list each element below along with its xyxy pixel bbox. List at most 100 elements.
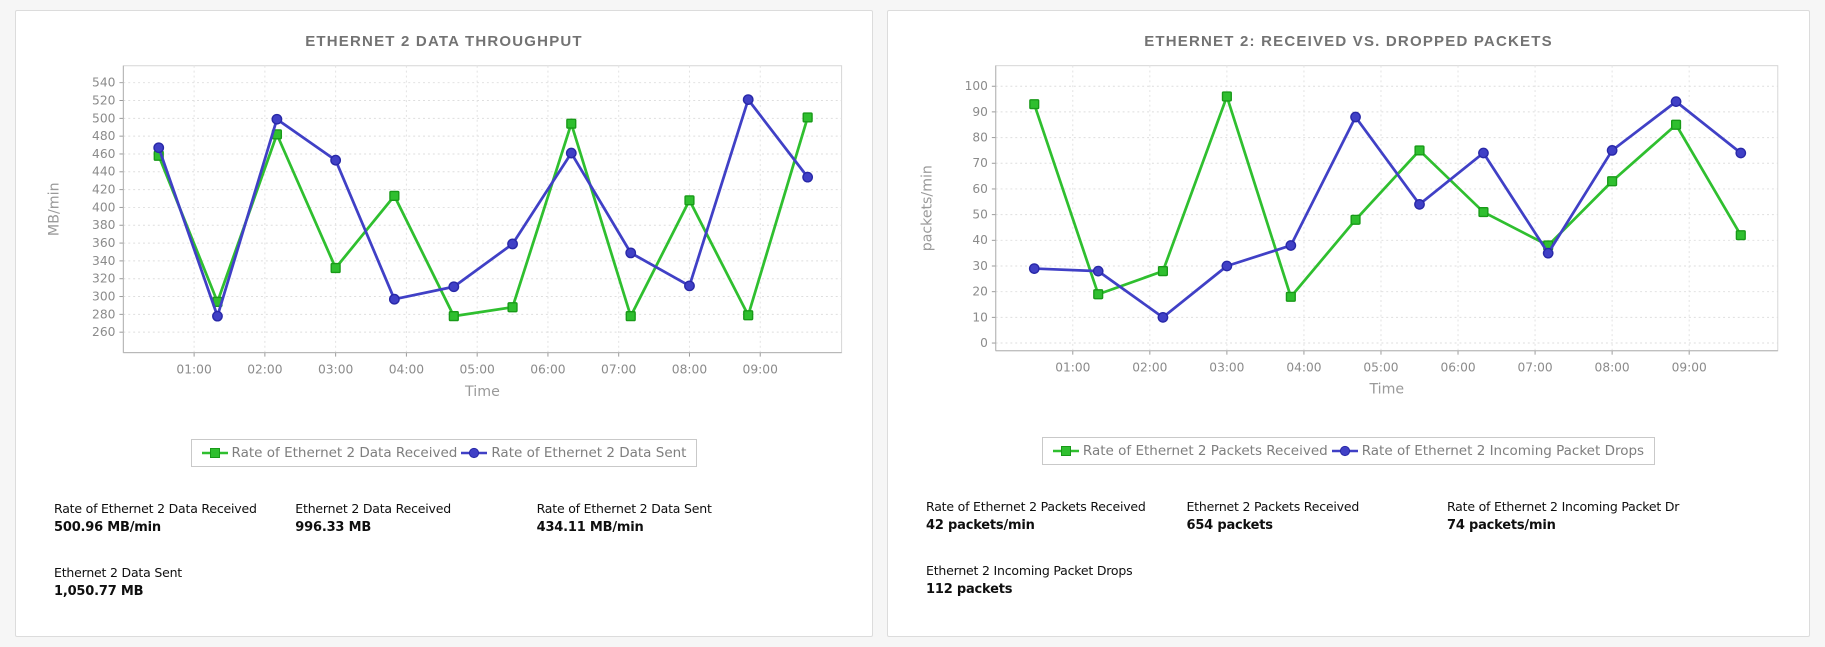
data-point[interactable] <box>742 94 754 106</box>
data-point[interactable] <box>1735 147 1746 159</box>
y-tick-label: 360 <box>92 236 115 250</box>
y-tick-label: 320 <box>92 272 115 286</box>
y-tick-label: 520 <box>92 93 115 107</box>
y-tick-label: 20 <box>972 285 988 299</box>
series-1 <box>153 94 813 322</box>
legend-item-0[interactable]: Rate of Ethernet 2 Data Received <box>201 445 458 462</box>
data-point[interactable] <box>565 147 577 159</box>
data-point[interactable] <box>683 280 695 292</box>
circle-marker-icon <box>1331 445 1358 456</box>
packets-chart-title: ETHERNET 2: RECEIVED VS. DROPPED PACKETS <box>1144 33 1553 50</box>
y-tick-label: 10 <box>972 310 988 324</box>
data-point[interactable] <box>389 190 400 201</box>
x-tick-label: 02:00 <box>1132 360 1167 374</box>
y-tick-label: 50 <box>972 208 988 222</box>
data-point[interactable] <box>742 310 754 321</box>
data-point[interactable] <box>1092 265 1104 277</box>
data-point[interactable] <box>802 171 813 183</box>
y-tick-label: 500 <box>92 111 115 125</box>
stat-label: Rate of Ethernet 2 Data Received <box>54 501 257 517</box>
throughput-chart-title: ETHERNET 2 DATA THROUGHPUT <box>305 33 583 50</box>
y-tick-label: 90 <box>972 105 988 119</box>
stat-value: 654 packets <box>1186 517 1273 533</box>
data-point[interactable] <box>802 112 813 123</box>
throughput-chart: 260 280 300 320 340 360 380 400 420 440 460 480 500 5… <box>46 65 842 400</box>
data-point[interactable] <box>448 281 460 293</box>
data-point[interactable] <box>625 247 636 259</box>
data-point[interactable] <box>1285 240 1297 251</box>
stat-item: Ethernet 2 Packets Received 654 packets <box>1186 499 1446 533</box>
data-point[interactable] <box>1477 147 1489 159</box>
axes: 260 280 300 320 340 360 380 400 420 440 460 480 500 5… <box>92 65 842 376</box>
stat-value: 112 packets <box>926 581 1013 597</box>
data-point[interactable] <box>448 311 459 322</box>
stat-label: Ethernet 2 Incoming Packet Drops <box>926 562 1133 578</box>
y-tick-label: 340 <box>92 254 115 268</box>
y-tick-label: 40 <box>972 233 988 247</box>
data-point[interactable] <box>1028 263 1040 274</box>
x-tick-label: 04:00 <box>389 362 424 376</box>
data-point[interactable] <box>1670 119 1681 130</box>
packets-stats: Rate of Ethernet 2 Packets Received 42 pa… <box>926 499 1809 597</box>
x-tick-label: 05:00 <box>459 362 494 376</box>
legend-label: Rate of Ethernet 2 Data Received <box>231 445 458 462</box>
data-point[interactable] <box>625 311 636 322</box>
data-point[interactable] <box>1414 145 1425 156</box>
y-tick-label: 30 <box>972 259 988 273</box>
data-point[interactable] <box>388 293 400 305</box>
data-point[interactable] <box>1157 266 1168 277</box>
data-point[interactable] <box>684 195 695 206</box>
legend-item-1[interactable]: Rate of Ethernet 2 Incoming Packet Drops <box>1331 443 1644 459</box>
data-point[interactable] <box>1670 96 1682 107</box>
y-tick-label: 460 <box>92 147 115 161</box>
legend-label: Rate of Ethernet 2 Packets Received <box>1082 442 1328 459</box>
stat-value: 434.11 MB/min <box>536 520 644 536</box>
legend-label: Rate of Ethernet 2 Data Sent <box>491 445 687 462</box>
data-point[interactable] <box>1221 260 1233 272</box>
data-point[interactable] <box>1413 198 1425 210</box>
y-tick-label: 400 <box>92 200 115 214</box>
data-point[interactable] <box>506 238 518 250</box>
packets-legend: Rate of Ethernet 2 Packets Received Rate … <box>1041 436 1656 465</box>
stat-item: Rate of Ethernet 2 Incoming Packet Dr 74 … <box>1447 499 1809 533</box>
x-tick-label: 03:00 <box>1209 360 1244 374</box>
data-point[interactable] <box>1349 111 1361 123</box>
data-point[interactable] <box>566 118 577 129</box>
x-tick-label: 07:00 <box>601 362 636 376</box>
data-point[interactable] <box>330 262 341 274</box>
y-axis-label: packets/min <box>919 165 935 251</box>
data-point[interactable] <box>211 310 223 322</box>
square-marker-icon <box>201 448 228 459</box>
data-point[interactable] <box>1606 145 1618 156</box>
stat-label: Rate of Ethernet 2 Packets Received <box>926 498 1146 514</box>
data-point[interactable] <box>1606 176 1618 187</box>
legend-item-0[interactable]: Rate of Ethernet 2 Packets Received <box>1052 442 1328 459</box>
data-point[interactable] <box>1285 291 1296 302</box>
x-tick-label: 08:00 <box>672 362 707 376</box>
data-point[interactable] <box>1478 206 1489 218</box>
data-point[interactable] <box>1157 311 1169 323</box>
y-axis-label: MB/min <box>46 182 62 236</box>
data-point[interactable] <box>1735 230 1746 241</box>
data-point[interactable] <box>1221 91 1232 102</box>
y-tick-label: 100 <box>964 79 987 93</box>
y-tick-label: 280 <box>92 307 115 321</box>
data-point[interactable] <box>330 154 341 166</box>
plot-area <box>995 65 1779 352</box>
data-point[interactable] <box>1028 99 1040 110</box>
x-tick-label: 09:00 <box>1671 360 1706 374</box>
throughput-legend: Rate of Ethernet 2 Data Received Rate of … <box>190 439 698 468</box>
data-point[interactable] <box>153 142 164 154</box>
y-tick-label: 80 <box>972 130 988 144</box>
data-point[interactable] <box>1350 214 1361 225</box>
stat-label: Rate of Ethernet 2 Incoming Packet Dr <box>1446 498 1680 514</box>
data-point[interactable] <box>271 113 283 125</box>
y-tick-label: 540 <box>92 76 115 90</box>
series-1 <box>1028 96 1746 323</box>
data-point[interactable] <box>507 302 518 313</box>
data-point[interactable] <box>1542 247 1554 259</box>
legend-item-1[interactable]: Rate of Ethernet 2 Data Sent <box>461 445 686 461</box>
y-tick-label: 70 <box>972 156 988 170</box>
data-point[interactable] <box>1092 289 1104 300</box>
y-tick-label: 260 <box>92 325 115 339</box>
